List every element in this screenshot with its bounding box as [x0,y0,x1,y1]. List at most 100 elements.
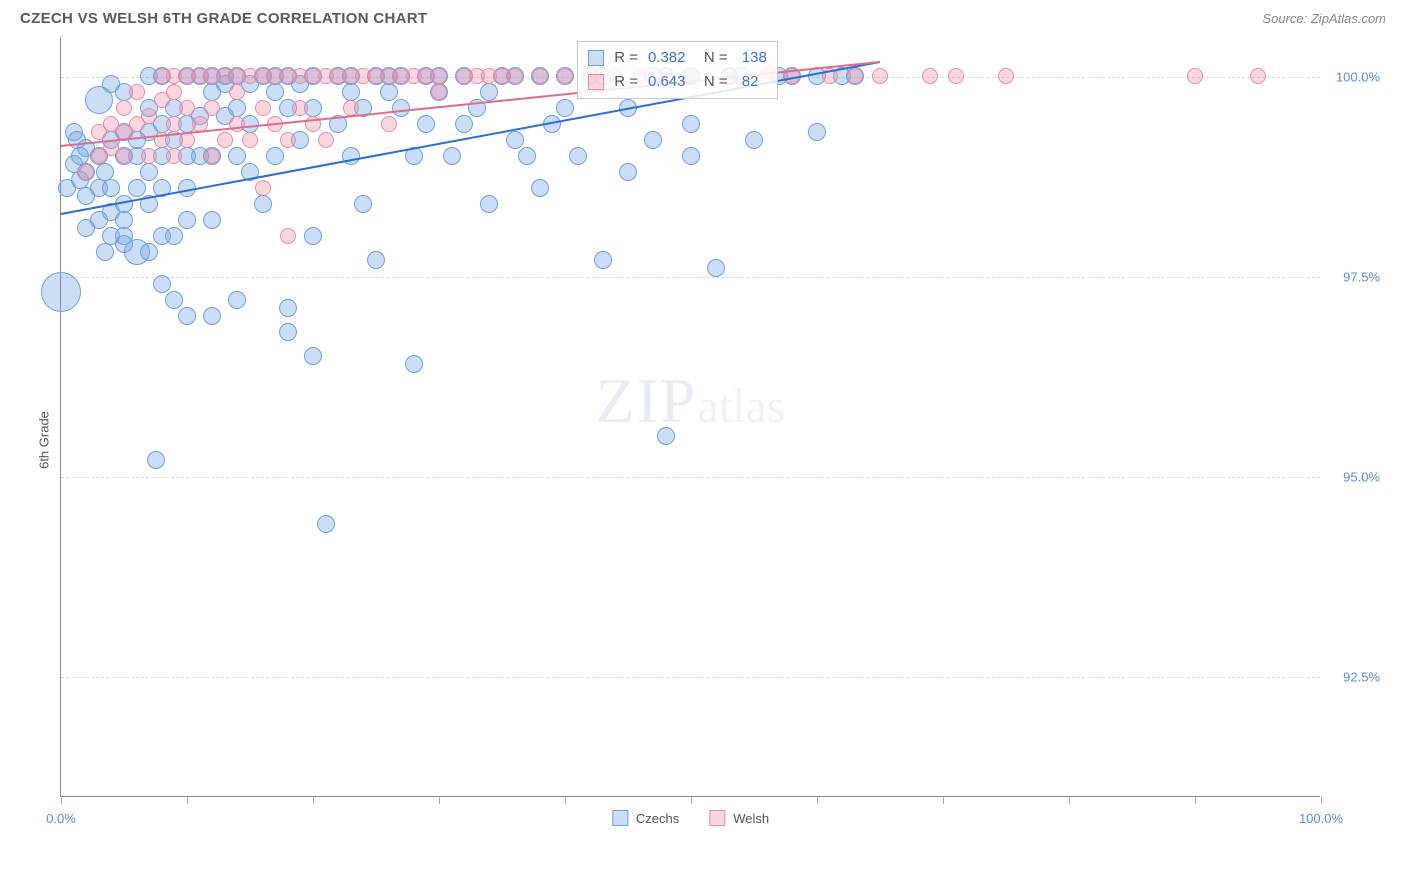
x-tick [1195,796,1196,804]
data-point [279,323,297,341]
data-point [178,211,196,229]
data-point [455,115,473,133]
chart-title: CZECH VS WELSH 6TH GRADE CORRELATION CHA… [20,10,427,27]
data-point [102,179,120,197]
y-axis-label: 6th Grade [36,411,51,469]
data-point [228,147,246,165]
data-point [657,427,675,445]
data-point [115,211,133,229]
data-point [556,99,574,117]
legend-label: Welsh [733,811,769,826]
watermark: ZIPatlas [596,364,786,438]
plot-area: ZIPatlas 92.5%95.0%97.5%100.0%0.0%100.0%… [60,37,1320,797]
series-swatch [588,50,604,66]
x-tick-label: 100.0% [1299,811,1343,826]
data-point [204,148,220,164]
data-point [153,275,171,293]
data-point [948,68,964,84]
data-point [266,83,284,101]
data-point [443,147,461,165]
stat-r-label: R = [614,46,638,70]
x-tick [943,796,944,804]
gridline [61,477,1320,478]
x-tick [817,796,818,804]
data-point [707,259,725,277]
data-point [644,131,662,149]
data-point [619,163,637,181]
watermark-part1: ZIP [596,365,698,436]
data-point [41,272,81,312]
data-point [229,116,245,132]
data-point [166,116,182,132]
x-tick [691,796,692,804]
data-point [1187,68,1203,84]
data-point [279,299,297,317]
data-point [228,291,246,309]
data-point [922,68,938,84]
series-swatch [588,74,604,90]
data-point [405,355,423,373]
legend-swatch [612,810,628,826]
data-point [480,83,498,101]
data-point [179,100,195,116]
data-point [507,68,523,84]
data-point [96,243,114,261]
gridline [61,677,1320,678]
stats-row: R =0.382 N = 138 [588,46,767,70]
data-point [141,148,157,164]
data-point [141,108,157,124]
data-point [228,99,246,117]
watermark-part2: atlas [698,380,786,433]
data-point [354,195,372,213]
stat-r-value: 0.382 [648,46,686,70]
data-point [116,148,132,164]
x-tick [61,796,62,804]
data-point [532,68,548,84]
stat-n-value: 138 [738,46,767,70]
data-point [166,84,182,100]
data-point [317,515,335,533]
data-point [204,100,220,116]
data-point [367,251,385,269]
source-attribution: Source: ZipAtlas.com [1262,11,1386,26]
x-tick [313,796,314,804]
data-point [342,83,360,101]
data-point [343,100,359,116]
legend-item: Welsh [709,810,769,826]
data-point [531,179,549,197]
data-point [318,132,334,148]
data-point [380,83,398,101]
legend-label: Czechs [636,811,679,826]
stat-r-value: 0.643 [648,70,686,94]
data-point [557,68,573,84]
data-point [480,195,498,213]
x-tick [187,796,188,804]
data-point [203,211,221,229]
data-point [745,131,763,149]
data-point [280,228,296,244]
data-point [682,115,700,133]
data-point [872,68,888,84]
chart-container: 6th Grade ZIPatlas 92.5%95.0%97.5%100.0%… [20,32,1386,847]
data-point [165,227,183,245]
stat-r-label: R = [614,70,638,94]
data-point [140,163,158,181]
data-point [381,116,397,132]
data-point [242,132,258,148]
data-point [116,100,132,116]
legend-swatch [709,810,725,826]
data-point [808,123,826,141]
data-point [203,307,221,325]
data-point [998,68,1014,84]
y-tick-label: 95.0% [1343,470,1380,485]
gridline [61,277,1320,278]
y-tick-label: 97.5% [1343,270,1380,285]
x-tick [1321,796,1322,804]
data-point [147,451,165,469]
data-point [431,84,447,100]
stats-box: R =0.382 N = 138R =0.643 N = 82 [577,41,778,99]
stats-row: R =0.643 N = 82 [588,70,767,94]
data-point [518,147,536,165]
data-point [78,164,94,180]
x-tick [1069,796,1070,804]
